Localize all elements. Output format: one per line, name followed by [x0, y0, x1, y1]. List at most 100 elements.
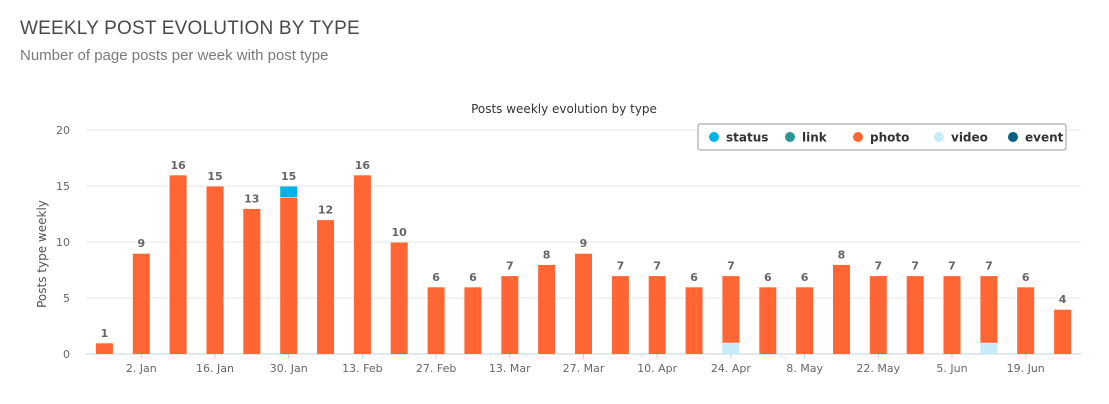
bar-photo[interactable] [980, 276, 998, 343]
legend-box [697, 123, 1067, 151]
legend-label: status [726, 131, 768, 145]
bar-photo[interactable] [280, 197, 298, 354]
bar-photo[interactable] [611, 276, 629, 354]
bar-photo[interactable] [390, 242, 408, 355]
data-label: 6 [764, 271, 772, 284]
legend-item-status[interactable]: status [709, 131, 768, 145]
data-label: 16 [170, 159, 186, 172]
x-tick-label: 27. Feb [416, 362, 456, 375]
legend-item-link[interactable]: link [785, 131, 828, 145]
bar-photo[interactable] [943, 276, 961, 354]
chart-title: Posts weekly evolution by type [471, 102, 657, 116]
data-label: 6 [432, 271, 440, 284]
data-label: 7 [506, 260, 514, 273]
data-label: 16 [355, 159, 371, 172]
bar-photo[interactable] [427, 287, 445, 354]
legend-label: video [951, 131, 988, 145]
bar-photo[interactable] [1054, 309, 1072, 354]
data-label: 7 [911, 260, 919, 273]
bar-photo[interactable] [206, 186, 224, 355]
data-label: 4 [1059, 293, 1067, 306]
bar-photo[interactable] [575, 253, 592, 354]
x-tick-label: 13. Mar [489, 362, 531, 375]
data-label: 10 [392, 226, 408, 239]
x-tick-label: 19. Jun [1007, 362, 1045, 375]
y-tick-label: 20 [56, 124, 70, 137]
data-label: 7 [985, 260, 993, 273]
x-tick-label: 22. May [856, 362, 900, 375]
page-subtitle: Number of page posts per week with post … [20, 47, 329, 64]
data-label: 13 [244, 192, 259, 205]
data-labels: 1 9 16 15 13 15 12 16 10 6 6 7 8 9 7 7 6 7 6 6 8 7 7 7 7 6 4 [101, 159, 1067, 340]
bar-video[interactable] [722, 343, 740, 354]
legend-marker [709, 132, 719, 142]
data-label: 7 [874, 260, 882, 273]
data-label: 7 [617, 260, 625, 273]
data-label: 6 [469, 271, 477, 284]
x-tick-label: 8. May [786, 362, 823, 375]
bar-photo[interactable] [722, 276, 740, 343]
data-label: 12 [318, 204, 333, 217]
bar-photo[interactable] [538, 264, 556, 354]
bars [95, 175, 1072, 355]
data-label: 8 [543, 248, 551, 261]
y-tick-label: 10 [56, 236, 70, 249]
legend-marker [853, 132, 863, 142]
data-label: 7 [948, 260, 956, 273]
x-axis-ticks: 2. Jan 16. Jan 30. Jan 13. Feb 27. Feb 13. Ma… [126, 354, 1045, 375]
bar-status[interactable] [280, 186, 298, 198]
legend[interactable]: status link photo video event [697, 123, 1067, 151]
x-tick-label: 10. Apr [637, 362, 677, 375]
data-label: 15 [207, 170, 222, 183]
y-tick-label: 15 [56, 180, 70, 193]
bar-photo[interactable] [833, 264, 850, 354]
data-label: 9 [137, 237, 145, 250]
legend-item-event[interactable]: event [1008, 131, 1064, 145]
bar-photo[interactable] [132, 253, 150, 354]
bar-video[interactable] [980, 343, 998, 354]
bar-photo[interactable] [685, 287, 703, 354]
data-label: 8 [838, 248, 846, 261]
x-tick-label: 27. Mar [563, 362, 605, 375]
data-label: 6 [1022, 271, 1030, 284]
bar-photo[interactable] [906, 276, 924, 354]
legend-marker [1008, 132, 1018, 142]
bar-photo[interactable] [648, 276, 666, 354]
bar-photo[interactable] [95, 343, 113, 354]
x-tick-label: 13. Feb [342, 362, 382, 375]
legend-item-photo[interactable]: photo [853, 131, 909, 145]
page-header: WEEKLY POST EVOLUTION BY TYPE Number of … [20, 18, 360, 64]
bar-photo[interactable] [759, 287, 777, 354]
y-tick-label: 0 [63, 348, 70, 361]
legend-marker [934, 132, 944, 142]
data-label: 7 [653, 260, 661, 273]
data-label: 7 [727, 260, 735, 273]
bar-photo[interactable] [464, 287, 482, 354]
y-tick-label: 5 [63, 292, 70, 305]
legend-label: link [802, 131, 828, 145]
bar-photo[interactable] [1017, 287, 1035, 354]
legend-label: event [1025, 131, 1064, 145]
y-axis-ticks: 0 5 10 15 20 [56, 124, 70, 361]
data-label: 6 [690, 271, 698, 284]
legend-item-video[interactable]: video [934, 131, 988, 145]
bar-photo[interactable] [353, 175, 371, 354]
data-label: 6 [801, 271, 809, 284]
x-tick-label: 24. Apr [711, 362, 751, 375]
x-tick-label: 16. Jan [196, 362, 234, 375]
bar-photo[interactable] [869, 276, 887, 354]
x-tick-label: 30. Jan [270, 362, 308, 375]
legend-marker [785, 132, 795, 142]
data-label: 9 [580, 237, 588, 250]
page-title: WEEKLY POST EVOLUTION BY TYPE [20, 18, 360, 39]
bar-photo[interactable] [317, 220, 334, 354]
y-axis-title: Posts type weekly [35, 200, 49, 308]
bar-photo[interactable] [796, 287, 814, 354]
legend-label: photo [870, 131, 909, 145]
x-tick-label: 5. Jun [936, 362, 967, 375]
bar-photo[interactable] [501, 276, 519, 354]
bar-photo[interactable] [169, 175, 187, 354]
data-label: 15 [281, 170, 296, 183]
bar-photo[interactable] [243, 208, 261, 354]
